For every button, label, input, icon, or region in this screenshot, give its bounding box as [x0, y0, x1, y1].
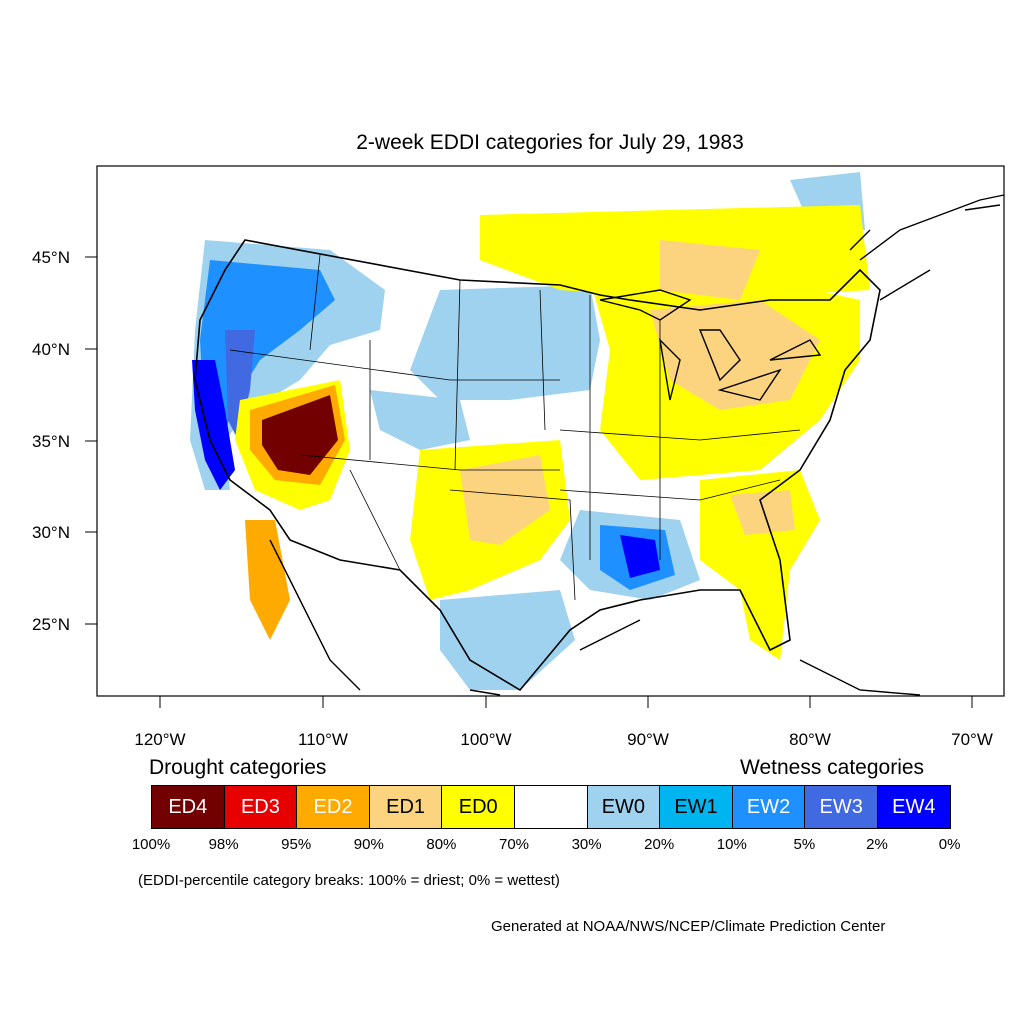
- map-title: 2-week EDDI categories for July 29, 1983: [356, 131, 744, 154]
- wet-region-mississippi-center: [620, 535, 660, 578]
- legend-box-ew3: EW3: [804, 785, 878, 829]
- legend-break-label: 20%: [644, 836, 675, 853]
- legend-break-label: 95%: [281, 836, 312, 853]
- state-lines: [229, 254, 801, 601]
- lon-label-100w: 100°W: [460, 730, 511, 749]
- lon-label-70w: 70°W: [951, 730, 993, 749]
- wet-region-south-texas: [440, 590, 575, 690]
- legend-box-ed4: ED4: [151, 785, 225, 829]
- credit-line: Generated at NOAA/NWS/NCEP/Climate Predi…: [491, 918, 886, 935]
- legend-box-ed0: ED0: [441, 785, 515, 829]
- legend-box-ed1: ED1: [368, 785, 443, 829]
- canada-coast: [849, 194, 1005, 301]
- lat-label-35: 35°N: [32, 432, 70, 451]
- legend-break-label: 5%: [793, 836, 816, 853]
- legend-box-ew0: EW0: [586, 785, 661, 829]
- wet-region-northern-plains: [410, 285, 600, 400]
- dry-region-southern-plains-core: [460, 455, 550, 545]
- lat-ticks: [85, 256, 97, 625]
- legend-box-ed3: ED3: [223, 785, 298, 829]
- legend-break-label: 70%: [498, 836, 530, 853]
- mexico-coast: [269, 539, 921, 696]
- dry-region-canada-north-core: [660, 240, 760, 300]
- dry-region-great-lakes-core: [650, 300, 820, 410]
- legend-break-label: 10%: [716, 836, 747, 853]
- wet-region-central-rockies: [370, 390, 470, 450]
- lat-label-40: 40°N: [32, 340, 70, 359]
- legend-box-normal: [514, 785, 588, 829]
- legend-break-label: 2%: [866, 836, 888, 853]
- map-frame: [96, 165, 1005, 697]
- legend-box-ed2: ED2: [296, 785, 370, 829]
- legend-break-label: 80%: [426, 836, 457, 853]
- legend-break-label: 90%: [353, 836, 384, 853]
- legend-box-ew1: EW1: [659, 785, 733, 829]
- legend-break-label: 98%: [208, 836, 239, 853]
- great-lakes: [599, 289, 822, 401]
- eddi-color-fields: [190, 172, 870, 690]
- map-boundaries: [194, 194, 1005, 696]
- lon-label-120w: 120°W: [134, 730, 185, 749]
- wet-region-california: [192, 360, 235, 490]
- lat-label-30: 30°N: [32, 523, 70, 542]
- lon-label-80w: 80°W: [789, 730, 831, 749]
- category-breaks-note: (EDDI-percentile category breaks: 100% =…: [138, 872, 560, 889]
- legend-break-label: 30%: [571, 836, 602, 853]
- lat-label-45: 45°N: [32, 248, 70, 267]
- wetness-categories-heading: Wetness categories: [740, 756, 925, 779]
- lat-label-25: 25°N: [32, 615, 70, 634]
- wet-region-california-mid: [225, 330, 255, 440]
- legend-break-label: 100%: [131, 836, 171, 853]
- dry-region-southeast-core: [730, 490, 795, 535]
- legend-box-ew2: EW2: [731, 785, 806, 829]
- lon-ticks: [159, 696, 973, 708]
- legend-break-label: 0%: [938, 836, 961, 853]
- drought-categories-heading: Drought categories: [149, 756, 327, 779]
- us-border-outline: [194, 239, 881, 692]
- dry-region-baja: [245, 520, 290, 640]
- legend-box-ew4: EW4: [877, 785, 951, 829]
- dry-region-great-basin-core: [262, 395, 338, 475]
- lon-label-90w: 90°W: [627, 730, 669, 749]
- lon-label-110w: 110°W: [298, 730, 348, 749]
